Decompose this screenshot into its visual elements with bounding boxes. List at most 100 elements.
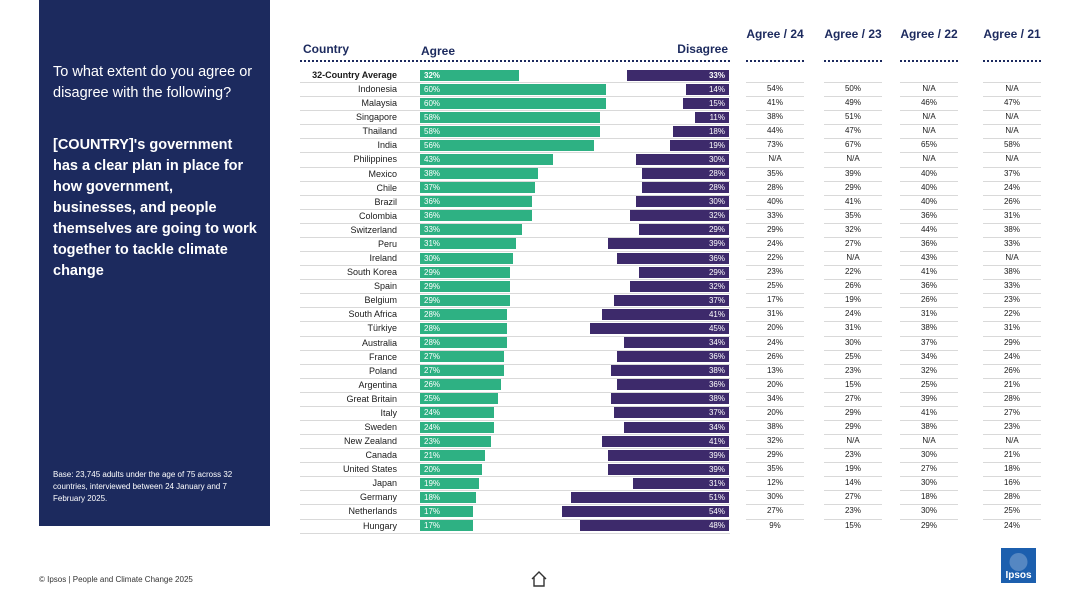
trend-row-divider [900, 490, 958, 492]
agree-bar [420, 238, 517, 250]
trend-row-divider [746, 504, 804, 506]
trend-row-divider [824, 434, 882, 436]
disagree-label: 15% [708, 98, 725, 108]
trend-value: 26% [766, 351, 783, 361]
disagree-label: 48% [708, 521, 725, 531]
trend-value: 40% [920, 168, 937, 178]
agree-bar [420, 280, 510, 292]
trend-row-divider [824, 265, 882, 267]
trend-row-divider [746, 420, 804, 421]
trend-value: 32% [766, 436, 783, 446]
disagree-label: 39% [708, 239, 725, 249]
trend-row-divider [900, 96, 958, 98]
row-divider [300, 124, 730, 126]
row-divider [300, 335, 730, 337]
trend-value: 38% [1003, 267, 1020, 277]
agree-bar [420, 83, 606, 95]
trend-row-divider [824, 518, 882, 520]
country-label: Ireland [369, 253, 397, 264]
trend-value: 27% [844, 492, 861, 502]
country-label: Colombia [358, 210, 397, 221]
agree-bar [420, 210, 532, 222]
trend-value: 30% [920, 450, 937, 460]
agree-bar [420, 125, 600, 137]
disagree-bar [694, 111, 729, 123]
agree-label: 19% [424, 478, 441, 488]
disagree-bar [642, 182, 729, 194]
trend-value: 51% [844, 112, 861, 122]
agree-label: 18% [424, 492, 441, 502]
trend-value: 30% [766, 492, 783, 502]
trend-row-divider [746, 321, 804, 323]
trend-value: 23% [844, 450, 861, 460]
trend-row-divider [983, 138, 1041, 140]
trend-value: N/A [1005, 126, 1019, 136]
agree-label: 20% [424, 464, 441, 474]
trend-value: 29% [844, 422, 861, 431]
agree-label: 58% [424, 112, 441, 122]
country-label: 32-Country Average [312, 70, 397, 80]
trend-row-divider [824, 236, 882, 238]
agree23-header: Agree / 23 [824, 27, 882, 41]
disagree-bar [561, 505, 729, 517]
disagree-label: 11% [709, 112, 725, 122]
agree-bar [420, 224, 523, 236]
disagree-label: 36% [708, 253, 725, 263]
trend-row-divider [824, 462, 882, 464]
row-divider [300, 363, 730, 365]
country-label: Türkiye [367, 323, 397, 334]
trend-row-divider [900, 251, 958, 253]
trend-row-divider [746, 307, 804, 309]
disagree-label: 38% [708, 394, 725, 404]
trend-value: N/A [1005, 436, 1019, 446]
row-divider [300, 251, 730, 253]
trend-row-divider [824, 391, 882, 393]
trend-value: 46% [920, 98, 937, 108]
agree-bar [420, 491, 476, 503]
agree-label: 31% [424, 239, 441, 249]
trend-value: 29% [844, 182, 861, 192]
ipsos-logo: Ipsos [1001, 548, 1036, 583]
disagree-label: 18% [708, 126, 725, 136]
trend-value: 27% [844, 393, 861, 403]
disagree-header: Disagree [677, 42, 728, 56]
trend-row-divider [900, 476, 958, 478]
trend-row-divider [824, 180, 882, 182]
trend-value: 29% [766, 224, 783, 234]
trend-row-divider [824, 124, 882, 126]
row-divider [300, 265, 730, 267]
agree-bar [420, 351, 504, 363]
country-label: Singapore [355, 112, 397, 123]
trend-row-divider [983, 265, 1041, 267]
disagree-label: 30% [708, 197, 725, 207]
disagree-label: 41% [708, 309, 725, 319]
trend-row-divider [746, 208, 804, 210]
trend-value: 19% [844, 295, 861, 305]
country-label: Malaysia [361, 98, 397, 109]
trend-row-divider [746, 476, 804, 478]
statement-text: [COUNTRY]'s government has a clear plan … [53, 137, 257, 279]
trend-row-divider [824, 208, 882, 210]
home-icon[interactable] [530, 570, 548, 588]
agree24-divider [746, 60, 804, 62]
trend-row-divider [983, 166, 1041, 168]
country-label: Italy [380, 407, 397, 418]
trend-row-divider [900, 307, 958, 309]
disagree-bar [601, 308, 729, 320]
agree21-header: Agree / 21 [983, 27, 1041, 41]
row-divider [300, 166, 730, 168]
trend-row-divider [824, 307, 882, 309]
row-divider [300, 532, 730, 534]
trend-row-divider [824, 251, 882, 253]
trend-value: 29% [920, 520, 937, 530]
trend-row-divider [983, 391, 1041, 393]
disagree-bar [589, 322, 729, 334]
trend-row-divider [983, 434, 1041, 436]
trend-value: 30% [920, 478, 937, 488]
disagree-bar [608, 463, 729, 475]
disagree-bar [608, 238, 729, 250]
disagree-bar [632, 477, 729, 489]
disagree-bar [642, 168, 729, 180]
trend-value: 25% [920, 379, 937, 389]
disagree-bar [611, 365, 729, 377]
